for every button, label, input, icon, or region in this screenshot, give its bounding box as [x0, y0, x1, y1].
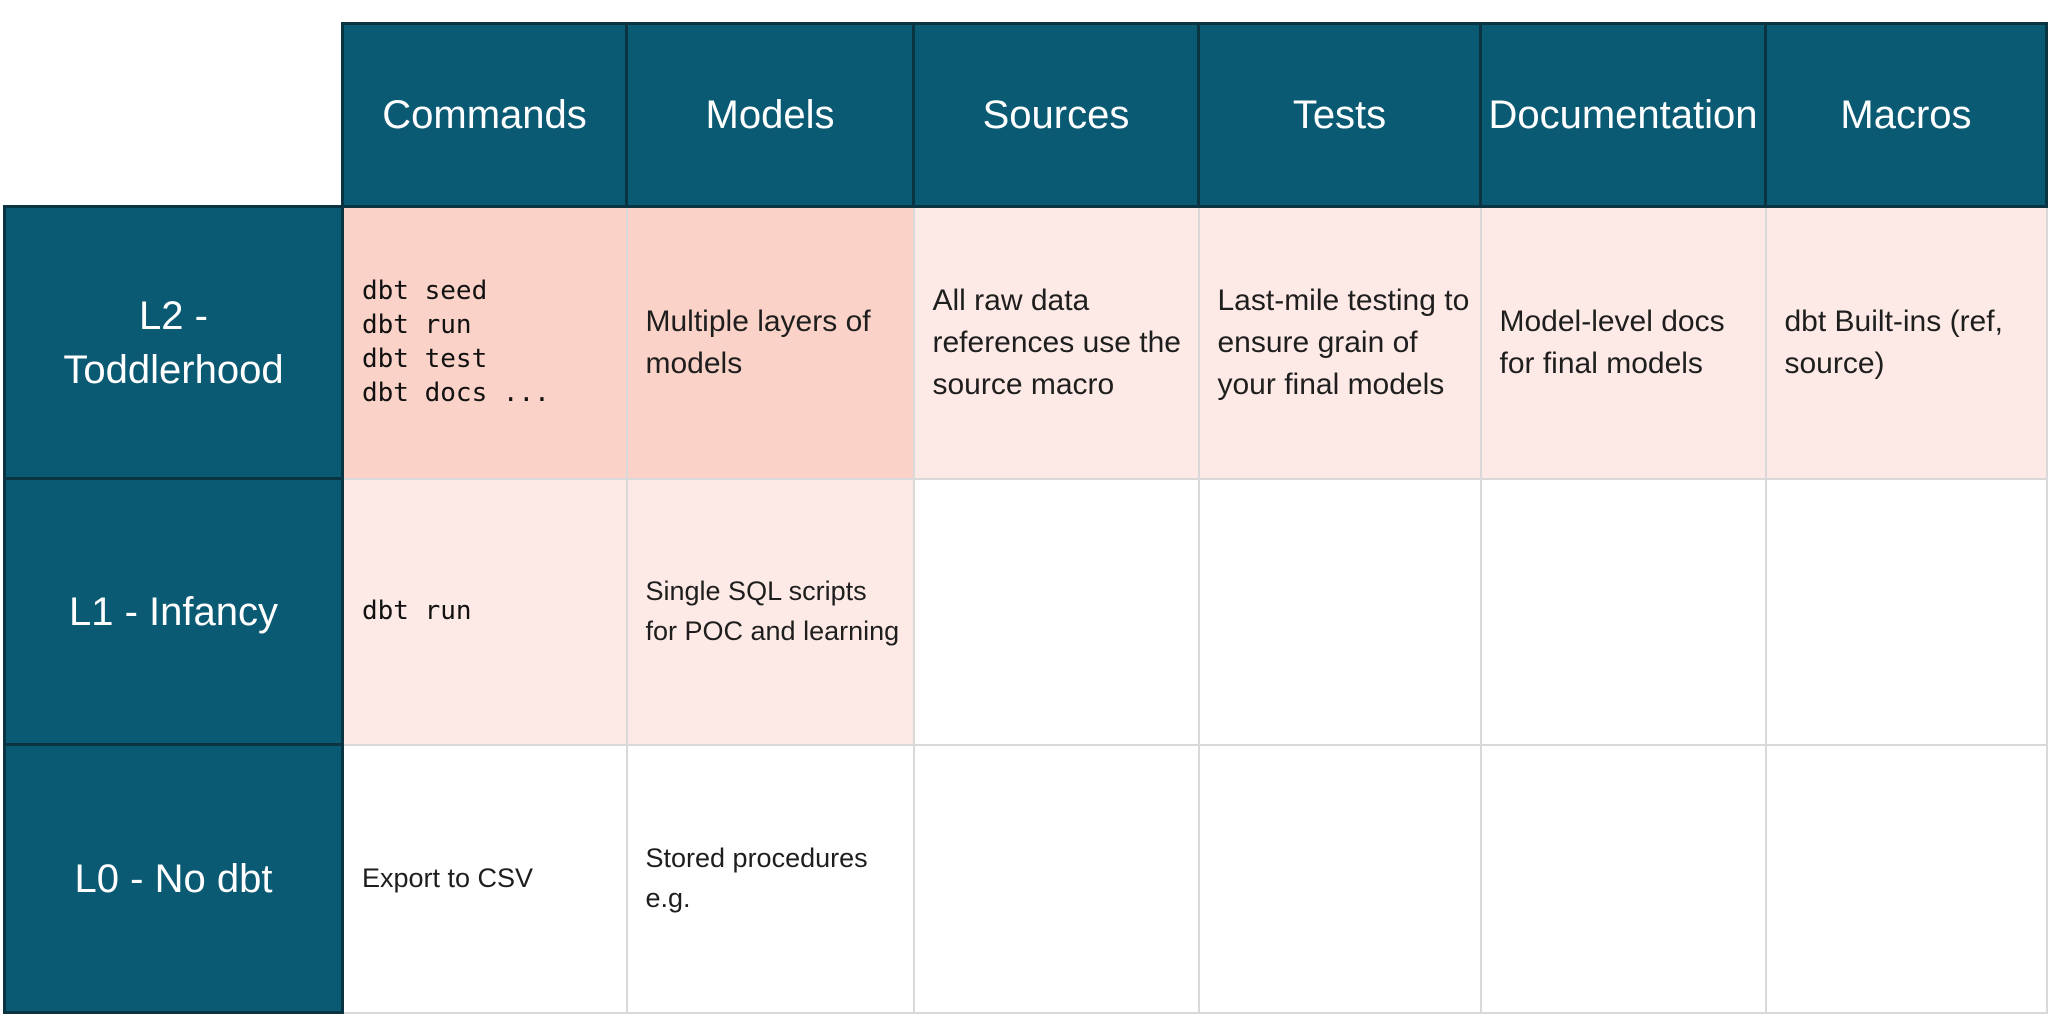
- cell-l1-sources: [912, 477, 1200, 746]
- column-header-macros: Macros: [1764, 22, 2048, 208]
- column-header-documentation: Documentation: [1479, 22, 1767, 208]
- cell-l1-models: Single SQL scripts for POC and learning: [625, 477, 915, 746]
- cell-l1-macros: [1764, 477, 2048, 746]
- column-header-sources: Sources: [912, 22, 1200, 208]
- cell-text: Stored procedures e.g.: [645, 843, 868, 913]
- cell-l0-documentation: [1479, 743, 1767, 1014]
- column-header-commands: Commands: [341, 22, 628, 208]
- table-row-l2-toddlerhood: L2 - Toddlerhood dbt seed dbt run dbt te…: [3, 205, 2048, 480]
- cell-l1-documentation: [1479, 477, 1767, 746]
- cell-l1-commands: dbt run: [341, 477, 628, 746]
- column-header-tests: Tests: [1197, 22, 1482, 208]
- cell-l2-macros: dbt Built-ins (ref, source): [1764, 205, 2048, 480]
- cell-l0-sources: [912, 743, 1200, 1014]
- table-row-l1-infancy: L1 - Infancy dbt run Single SQL scripts …: [3, 477, 2048, 746]
- cell-text: dbt Built-ins (ref, source): [1784, 304, 2003, 380]
- cell-l0-commands: Export to CSV: [341, 743, 628, 1014]
- cell-text: Last-mile testing to ensure grain of you…: [1217, 283, 1470, 401]
- cell-l0-macros: [1764, 743, 2048, 1014]
- dbt-maturity-table: Commands Models Sources Tests Documentat…: [3, 22, 2048, 1014]
- cell-text: Multiple layers of models: [645, 304, 871, 380]
- row-header-l1: L1 - Infancy: [3, 477, 344, 746]
- cell-l2-sources: All raw data references use the source m…: [912, 205, 1200, 480]
- cell-l0-tests: [1197, 743, 1482, 1014]
- cell-text: Model-level docs for final models: [1499, 304, 1725, 380]
- code-text: dbt seed dbt run dbt test dbt docs ...: [362, 276, 550, 408]
- header-row: Commands Models Sources Tests Documentat…: [4, 22, 2048, 208]
- cell-l2-commands: dbt seed dbt run dbt test dbt docs ...: [341, 205, 628, 480]
- cell-l2-documentation: Model-level docs for final models: [1479, 205, 1767, 480]
- row-header-l0: L0 - No dbt: [3, 743, 344, 1014]
- corner-cell: [4, 23, 343, 207]
- table-row-l0-no-dbt: L0 - No dbt Export to CSV Stored procedu…: [3, 743, 2048, 1014]
- cell-text: Single SQL scripts for POC and learning: [645, 576, 900, 646]
- cell-l1-tests: [1197, 477, 1482, 746]
- column-header-models: Models: [625, 22, 915, 208]
- cell-l2-tests: Last-mile testing to ensure grain of you…: [1197, 205, 1482, 480]
- cell-l2-models: Multiple layers of models: [625, 205, 915, 480]
- code-text: dbt run: [362, 595, 472, 626]
- cell-text: Export to CSV: [362, 862, 534, 893]
- cell-text: All raw data references use the source m…: [932, 283, 1181, 401]
- row-header-l2: L2 - Toddlerhood: [3, 205, 344, 480]
- cell-l0-models: Stored procedures e.g.: [625, 743, 915, 1014]
